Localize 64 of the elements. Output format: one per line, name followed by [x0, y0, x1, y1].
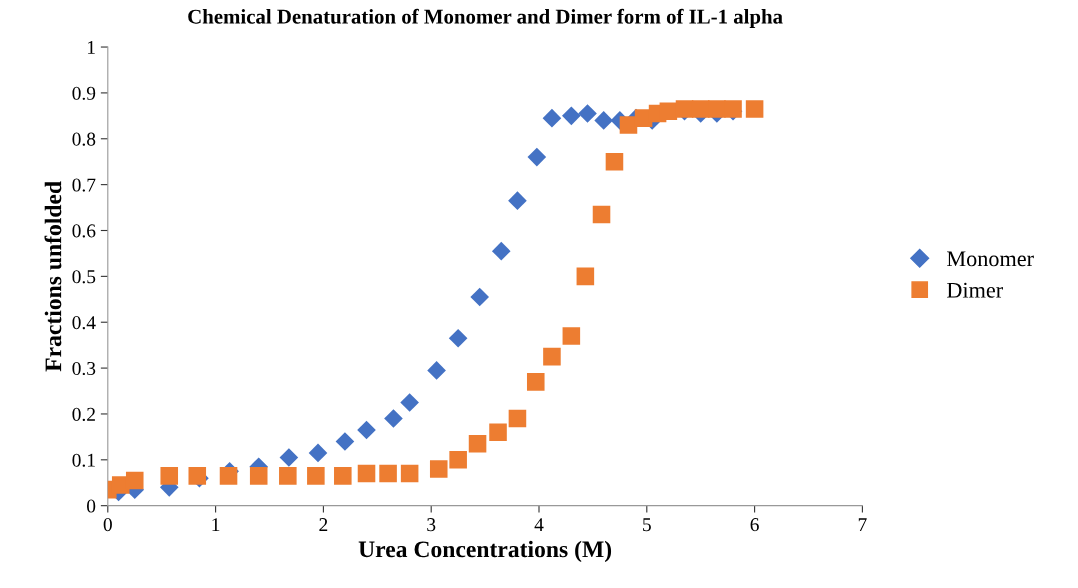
point	[527, 147, 547, 167]
point	[308, 443, 328, 463]
x-tick-label: 1	[212, 518, 220, 531]
x-tick-label: 3	[427, 518, 436, 532]
point	[576, 267, 595, 286]
point	[400, 464, 419, 483]
chart-title: Chemical Denaturation of Monomer and Dimer form of IL-1 alpha	[188, 8, 783, 28]
point	[335, 432, 355, 451]
point	[562, 106, 581, 126]
point	[578, 104, 597, 123]
point	[562, 327, 581, 345]
point	[543, 347, 561, 366]
point	[508, 191, 527, 210]
point	[448, 328, 468, 348]
point	[219, 467, 238, 485]
point	[429, 460, 448, 478]
y-tick-label: 0	[87, 499, 96, 513]
y-tick-label: 0.5	[72, 270, 96, 284]
y-tick-label: 0.1	[72, 453, 95, 467]
point	[379, 464, 397, 483]
x-tick-label: 4	[534, 518, 544, 531]
point	[468, 434, 487, 453]
y-tick-label: 0.8	[72, 132, 96, 146]
point	[508, 409, 527, 428]
y-axis-title: Fractions unfolded	[44, 181, 62, 372]
point	[307, 467, 325, 485]
y-tick-label: 0.3	[72, 361, 96, 376]
x-tick-label: 5	[643, 518, 651, 532]
y-tick-label: 1	[87, 40, 95, 54]
point	[470, 287, 490, 307]
point	[489, 423, 507, 442]
x-axis-title: Urea Concentrations (M)	[358, 540, 612, 563]
point	[745, 100, 764, 118]
point	[605, 152, 624, 171]
y-tick-label: 0.6	[72, 224, 96, 238]
point	[594, 111, 613, 130]
x-tick-label: 0	[103, 518, 112, 532]
point	[592, 205, 611, 224]
point	[427, 361, 446, 380]
y-tick-label: 0.7	[72, 178, 96, 192]
point	[659, 102, 678, 121]
point	[491, 241, 511, 261]
point	[160, 467, 179, 485]
point	[249, 467, 268, 485]
x-tick-label: 2	[319, 518, 328, 531]
legend-label: Monomer	[947, 251, 1034, 267]
y-tick-label: 0.9	[72, 86, 96, 100]
point	[279, 467, 297, 485]
point	[279, 448, 299, 467]
point	[526, 373, 545, 391]
point	[400, 393, 419, 412]
point	[125, 471, 144, 490]
point	[449, 451, 467, 469]
y-tick-label: 0.4	[72, 316, 96, 330]
point	[384, 409, 403, 428]
legend-label: Dimer	[947, 282, 1003, 298]
y-tick-label: 0.2	[72, 407, 95, 421]
point	[357, 420, 376, 440]
point	[619, 116, 638, 134]
point	[334, 467, 352, 485]
point	[357, 464, 376, 483]
x-tick-label: 6	[750, 518, 759, 532]
point	[542, 108, 562, 128]
x-tick-label: 7	[858, 518, 867, 531]
